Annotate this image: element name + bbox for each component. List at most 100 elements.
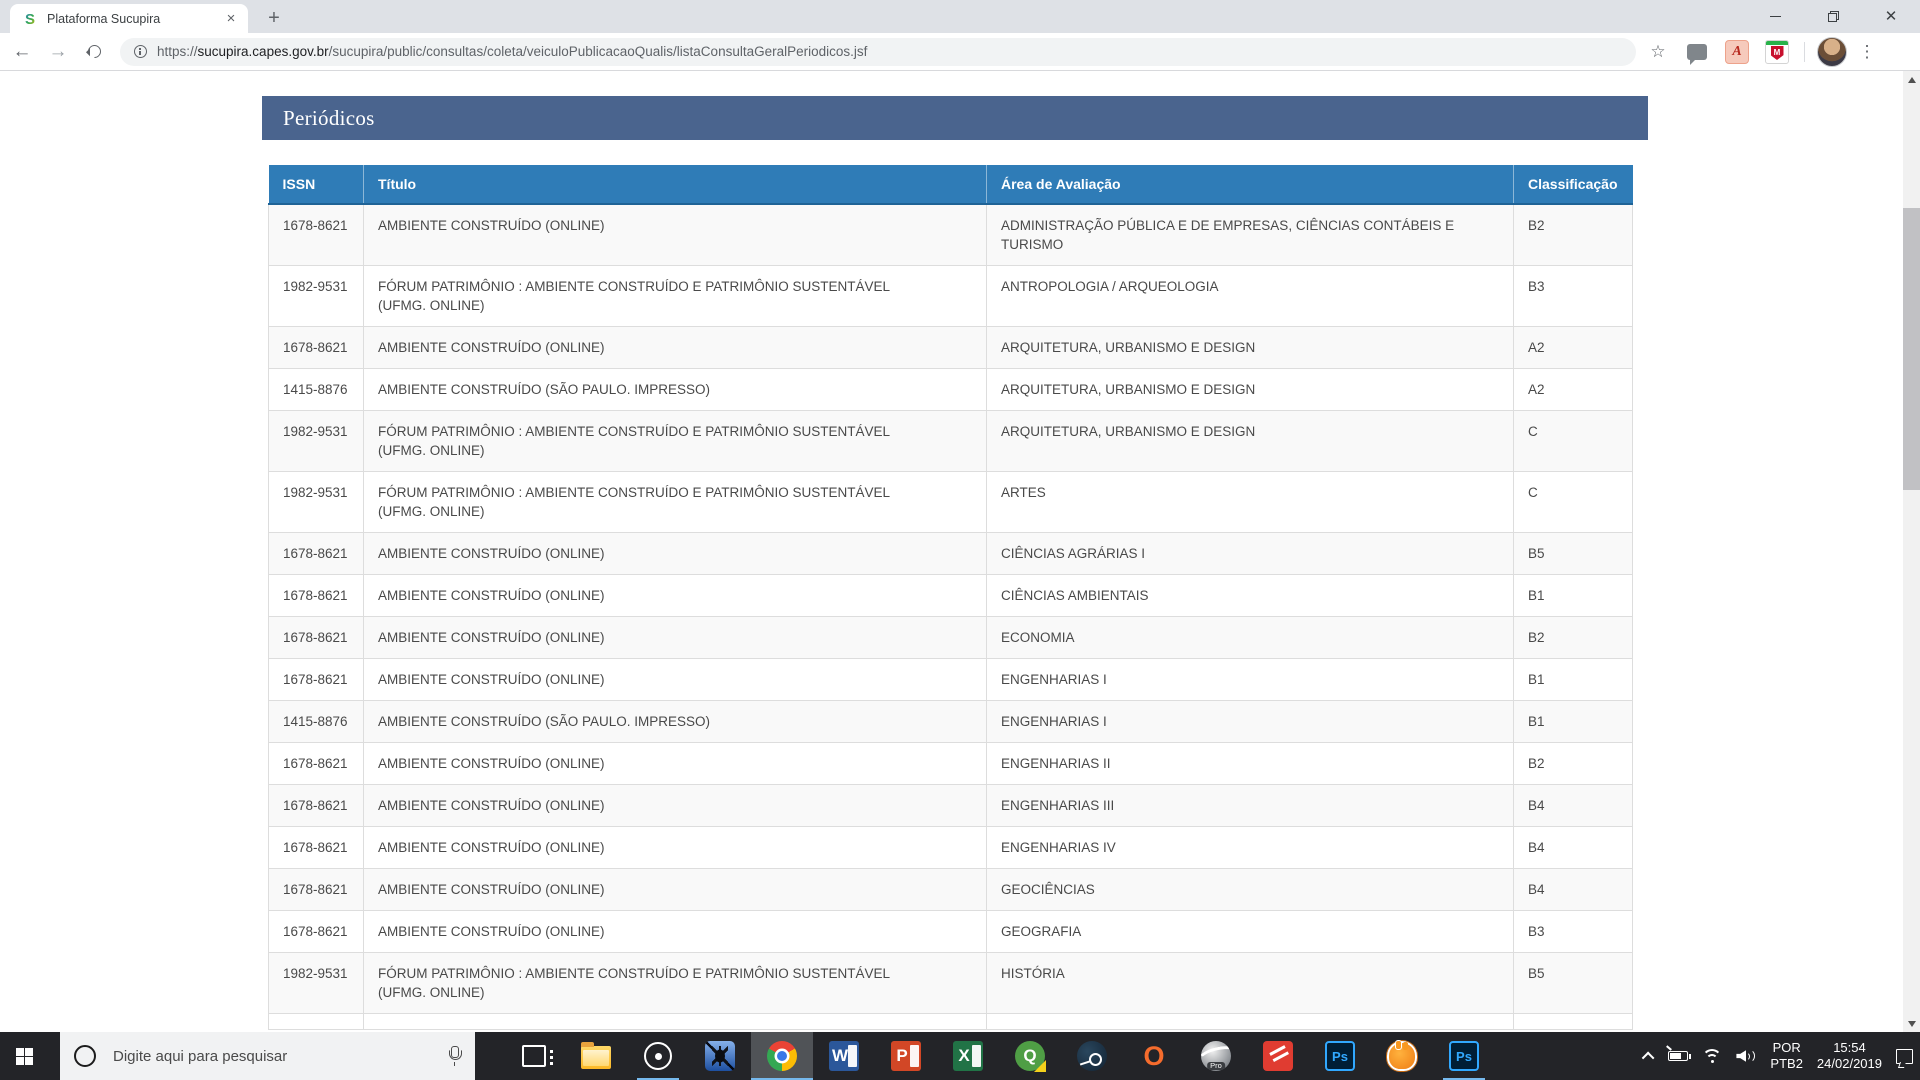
extension-flag-button[interactable] [1684,39,1710,65]
taskbar-icon-google-earth-pro[interactable]: Pro [1185,1032,1247,1080]
site-info-icon[interactable] [134,45,147,58]
taskbar-search[interactable]: Digite aqui para pesquisar [60,1032,475,1080]
bookmark-star-icon[interactable]: ☆ [1650,41,1666,61]
tray-chevron-button[interactable] [1638,1032,1661,1080]
window-minimize-button[interactable] [1746,0,1804,33]
taskbar-icon-photoshop-2[interactable]: Ps [1433,1032,1495,1080]
browser-tab[interactable]: S Plataforma Sucupira × [10,4,248,33]
extension-mcafee-button[interactable]: M [1764,39,1790,65]
clock[interactable]: 15:54 24/02/2019 [1810,1032,1889,1080]
search-placeholder: Digite aqui para pesquisar [113,1047,288,1065]
system-tray: POR PTB2 15:54 24/02/2019 [1638,1032,1920,1080]
browser-menu-button[interactable]: ⋮ [1858,41,1876,61]
wifi-icon [1702,1048,1723,1064]
forward-button[interactable]: → [48,40,68,62]
cell-area: GEOCIÊNCIAS [986,868,1514,911]
cell-classificacao: B4 [1513,784,1633,827]
windows-taskbar: Digite aqui para pesquisar W P X Q O Pro Ps Ps … [0,1032,1920,1080]
action-center-button[interactable] [1889,1032,1920,1080]
running-indicator [1443,1077,1485,1080]
taskbar-icon-hand-app[interactable] [1371,1032,1433,1080]
cell-issn: 1982-9531 [268,265,364,327]
taskbar-icon-file-explorer[interactable] [565,1032,627,1080]
cell-classificacao: C [1513,410,1633,472]
cell-issn: 1982-9531 [268,952,364,1014]
cell-titulo: AMBIENTE CONSTRUÍDO (ONLINE) [363,910,987,953]
taskbar-icon-excel[interactable]: X [937,1032,999,1080]
taskbar-icon-sketchup[interactable] [1247,1032,1309,1080]
volume-status[interactable] [1729,1032,1763,1080]
cell-classificacao: B4 [1513,868,1633,911]
taskbar-icon-origin[interactable]: O [1123,1032,1185,1080]
window-restore-button[interactable] [1804,0,1862,33]
taskbar-icon-powerpoint[interactable]: P [875,1032,937,1080]
page-title: Periódicos [283,105,375,130]
clock-time: 15:54 [1833,1040,1866,1055]
taskbar-icon-qgis[interactable]: Q [999,1032,1061,1080]
running-indicator [637,1077,679,1080]
cell-titulo: AMBIENTE CONSTRUÍDO (ONLINE) [363,784,987,827]
cell-titulo: FÓRUM PATRIMÔNIO : AMBIENTE CONSTRUÍDO E… [363,471,987,533]
battery-status[interactable] [1661,1032,1695,1080]
minimize-icon [1769,15,1781,18]
browser-toolbar: ← → https://sucupira.capes.gov.br/sucupi… [0,33,1920,71]
cell-area: HISTÓRIA [986,952,1514,1014]
new-tab-button[interactable]: + [268,6,280,29]
extension-acrobat-button[interactable]: A [1724,39,1750,65]
sucupira-favicon-icon: S [25,11,35,27]
cell-classificacao: B1 [1513,700,1633,743]
language-indicator[interactable]: POR PTB2 [1770,1040,1803,1071]
cell-issn: 1415-8876 [268,700,364,743]
cell-titulo: AMBIENTE CONSTRUÍDO (SÃO PAULO. IMPRESSO… [363,368,987,411]
taskbar-icon-music-app[interactable] [627,1032,689,1080]
cell-classificacao: A2 [1513,368,1633,411]
cell-issn: 1415-8876 [268,368,364,411]
microphone-icon[interactable] [447,1046,462,1066]
scrollbar-up-arrow[interactable] [1903,71,1920,88]
table-header-row: ISSN Título Área de Avaliação Classificação [268,165,1633,205]
cell-area: ENGENHARIAS III [986,784,1514,827]
cell-titulo: AMBIENTE CONSTRUÍDO (ONLINE) [363,616,987,659]
cell-area: ARTES [986,471,1514,533]
back-button[interactable]: ← [12,40,32,62]
table-row: 1678-8621 AMBIENTE CONSTRUÍDO (ONLINE) CIÊ… [268,574,1633,617]
taskbar-icon-photoshop[interactable]: Ps [1309,1032,1371,1080]
reload-button[interactable] [80,38,108,66]
taskbar-icon-chrome[interactable] [751,1032,813,1080]
word-icon: W [829,1041,859,1071]
scrollbar-down-arrow[interactable] [1903,1015,1920,1032]
taskbar-icon-word[interactable]: W [813,1032,875,1080]
taskbar-icon-spider-app[interactable] [689,1032,751,1080]
cell-titulo: FÓRUM PATRIMÔNIO : AMBIENTE CONSTRUÍDO E… [363,410,987,472]
google-earth-pro-icon: Pro [1201,1041,1231,1071]
taskbar-icon-steam[interactable] [1061,1032,1123,1080]
scrollbar-thumb[interactable] [1903,208,1920,490]
cell-area: ENGENHARIAS IV [986,826,1514,869]
column-header: ISSN [268,165,364,205]
table-row: 1678-8621 AMBIENTE CONSTRUÍDO (ONLINE) ECO… [268,616,1633,659]
network-status[interactable] [1695,1032,1729,1080]
taskbar-icon-task-view[interactable] [503,1032,565,1080]
page-scrollbar[interactable] [1903,71,1920,1032]
address-bar[interactable]: https://sucupira.capes.gov.br/sucupira/p… [120,37,1636,66]
cell-titulo: AMBIENTE CONSTRUÍDO (ONLINE) [363,326,987,369]
mcafee-icon: M [1765,39,1789,64]
cell-issn: 1678-8621 [268,868,364,911]
table-row: 1678-8621 AMBIENTE CONSTRUÍDO (ONLINE) ENG… [268,742,1633,785]
cell-titulo: AMBIENTE CONSTRUÍDO (ONLINE) [363,532,987,575]
column-header: Área de Avaliação [986,165,1514,205]
cell-titulo: FÓRUM PATRIMÔNIO : AMBIENTE CONSTRUÍDO E… [363,952,987,1014]
action-center-icon [1896,1048,1913,1064]
start-button[interactable] [0,1032,48,1080]
cell-classificacao: C [1513,471,1633,533]
tab-close-icon[interactable]: × [226,10,236,27]
table-row: 1678-8621 AMBIENTE CONSTRUÍDO (ONLINE) ARQ… [268,326,1633,369]
table-row: 1982-9531 FÓRUM PATRIMÔNIO : AMBIENTE CON… [268,952,1633,1014]
tab-title: Plataforma Sucupira [47,11,161,26]
chrome-icon [767,1041,797,1071]
windows-logo-icon [16,1048,24,1056]
window-close-button[interactable]: ✕ [1862,0,1920,33]
profile-avatar[interactable] [1817,36,1847,67]
tab-strip: S Plataforma Sucupira × + ✕ [0,0,1920,33]
close-icon: ✕ [1884,8,1898,25]
